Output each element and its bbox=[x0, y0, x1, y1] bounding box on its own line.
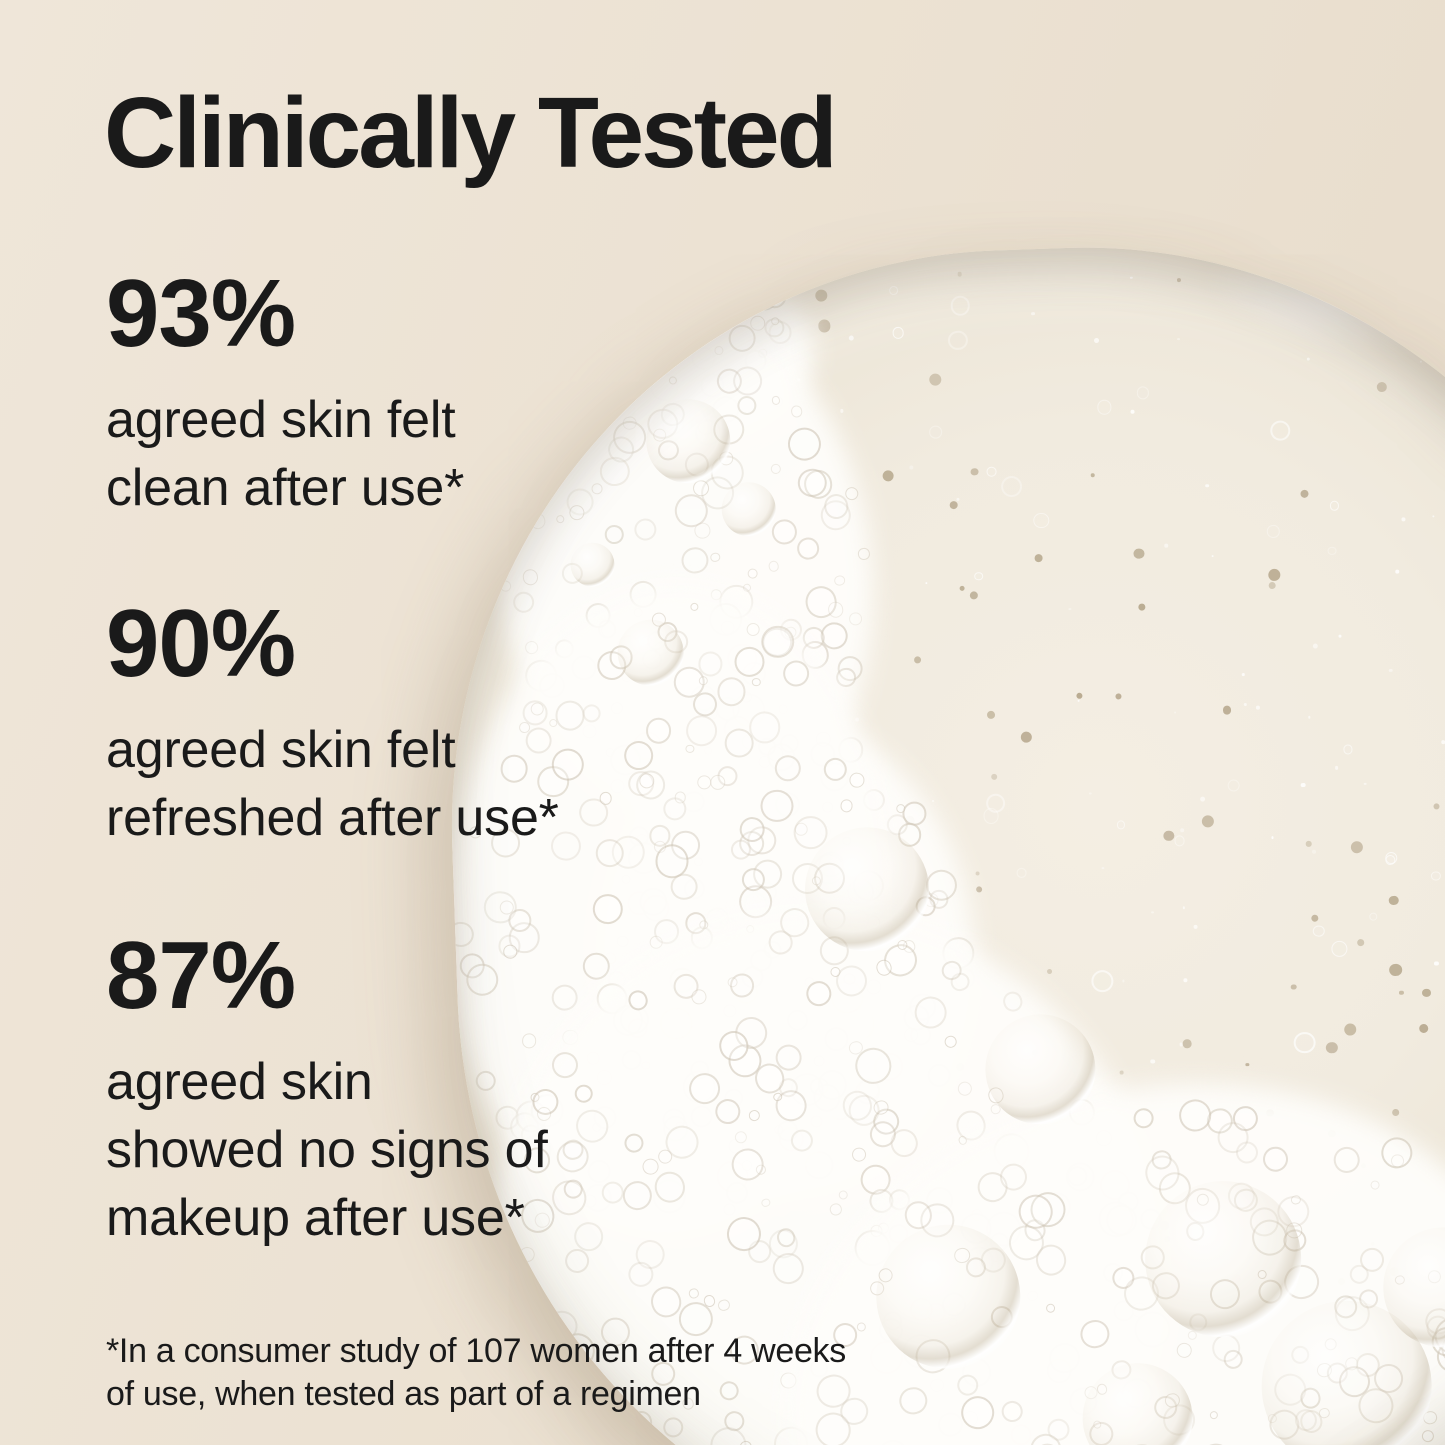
stat-line: agreed skin felt bbox=[106, 391, 456, 449]
stat-value: 87% bbox=[106, 922, 296, 1029]
stat-block-refreshed: 90% agreed skin felt refreshed after use… bbox=[106, 596, 559, 852]
stat-description: agreed skin showed no signs of makeup af… bbox=[106, 1048, 548, 1252]
stat-line: agreed skin bbox=[106, 1053, 373, 1111]
footnote-line: of use, when tested as part of a regimen bbox=[106, 1375, 701, 1413]
stat-line: showed no signs of bbox=[106, 1121, 548, 1179]
stat-value: 93% bbox=[106, 260, 296, 367]
stat-block-clean: 93% agreed skin felt clean after use* bbox=[106, 266, 464, 522]
stat-description: agreed skin felt refreshed after use* bbox=[106, 716, 559, 852]
stat-block-no-makeup: 87% agreed skin showed no signs of makeu… bbox=[106, 928, 548, 1252]
stat-line: makeup after use* bbox=[106, 1189, 525, 1247]
stat-line: agreed skin felt bbox=[106, 721, 456, 779]
stat-line: refreshed after use* bbox=[106, 789, 559, 847]
page-title: Clinically Tested bbox=[104, 77, 838, 189]
stat-value: 90% bbox=[106, 590, 296, 697]
stat-line: clean after use* bbox=[106, 459, 465, 517]
study-footnote: *In a consumer study of 107 women after … bbox=[106, 1330, 846, 1416]
footnote-line: *In a consumer study of 107 women after … bbox=[106, 1332, 846, 1370]
stat-description: agreed skin felt clean after use* bbox=[106, 386, 464, 522]
